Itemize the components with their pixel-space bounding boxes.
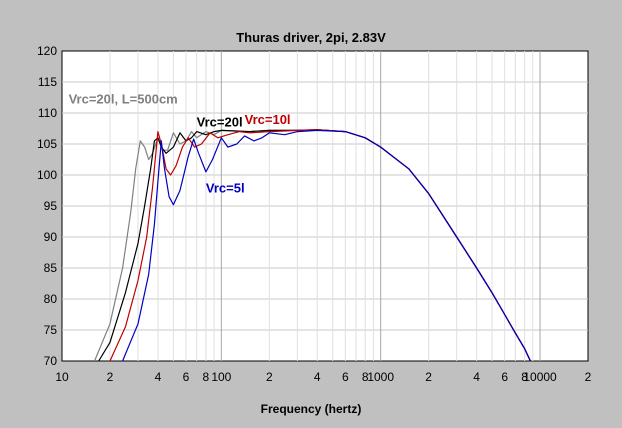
x-tick-label: 6 (342, 370, 349, 384)
y-tick-label: 110 (38, 106, 57, 120)
x-tick-label: 4 (314, 370, 321, 384)
y-tick-label: 85 (44, 261, 58, 275)
y-tick-label: 70 (44, 354, 58, 368)
x-tick-label: 2 (425, 370, 432, 384)
y-tick-label: 120 (37, 44, 57, 58)
series-annotation: Vrc=20l (197, 115, 243, 130)
series-line (122, 129, 531, 362)
y-tick-label: 95 (44, 199, 58, 213)
x-axis-label: Frequency (hertz) (261, 402, 362, 416)
y-axis: 70 75 80 85 90 95 100 105 110 115 120 (37, 44, 57, 368)
series-annotation: Vrc=20l, L=500cm (69, 92, 178, 107)
x-tick-label: 8 (203, 370, 210, 384)
x-tick-label: 8 (521, 370, 528, 384)
y-tick-label: 105 (37, 137, 57, 151)
y-tick-label: 80 (44, 292, 58, 306)
x-tick-label: 2 (266, 370, 273, 384)
grid (62, 51, 588, 361)
x-tick-label: 8 (362, 370, 369, 384)
y-tick-label: 100 (37, 168, 57, 182)
x-tick-label: 10000 (523, 370, 557, 384)
x-tick-label: 6 (183, 370, 190, 384)
series-annotation: Vrc=10l (245, 112, 291, 127)
y-tick-label: 115 (38, 75, 57, 89)
x-tick-label: 4 (473, 370, 480, 384)
x-tick-label: 2 (585, 370, 592, 384)
x-tick-label: 6 (501, 370, 508, 384)
annotations: Vrc=20l, L=500cm Vrc=20l Vrc=10l Vrc=5l (69, 92, 291, 196)
x-tick-label: 4 (155, 370, 162, 384)
chart-title: Thuras driver, 2pi, 2.83V (236, 30, 386, 45)
y-tick-label: 75 (44, 323, 58, 337)
x-tick-label: 1000 (367, 370, 394, 384)
series-annotation: Vrc=5l (206, 180, 245, 195)
y-tick-label: 90 (44, 230, 58, 244)
series-group (93, 129, 531, 362)
x-tick-label: 10 (55, 370, 69, 384)
x-tick-label: 100 (211, 370, 231, 384)
x-tick-label: 2 (107, 370, 114, 384)
